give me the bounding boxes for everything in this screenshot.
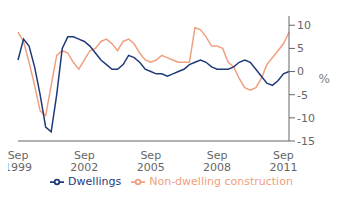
svg-text:%: % [319, 72, 330, 86]
svg-text:Sep2011: Sep2011 [269, 149, 297, 174]
svg-text:-15: -15 [297, 135, 315, 148]
html-text:Non-dwelling construction: Non-dwelling construction [149, 175, 293, 188]
html-text:Dwellings: Dwellings [68, 175, 122, 188]
svg-text:Sep2005: Sep2005 [137, 149, 165, 174]
svg-text:0: 0 [297, 65, 304, 78]
svg-text:-10: -10 [297, 112, 315, 125]
svg-text:Sep2002: Sep2002 [70, 149, 98, 174]
svg-text:Sep2008: Sep2008 [203, 149, 231, 174]
svg-text:Sep1999: Sep1999 [8, 149, 32, 174]
svg-text:-5: -5 [297, 89, 308, 102]
svg-text:10: 10 [297, 19, 311, 32]
svg-text:5: 5 [297, 42, 304, 55]
